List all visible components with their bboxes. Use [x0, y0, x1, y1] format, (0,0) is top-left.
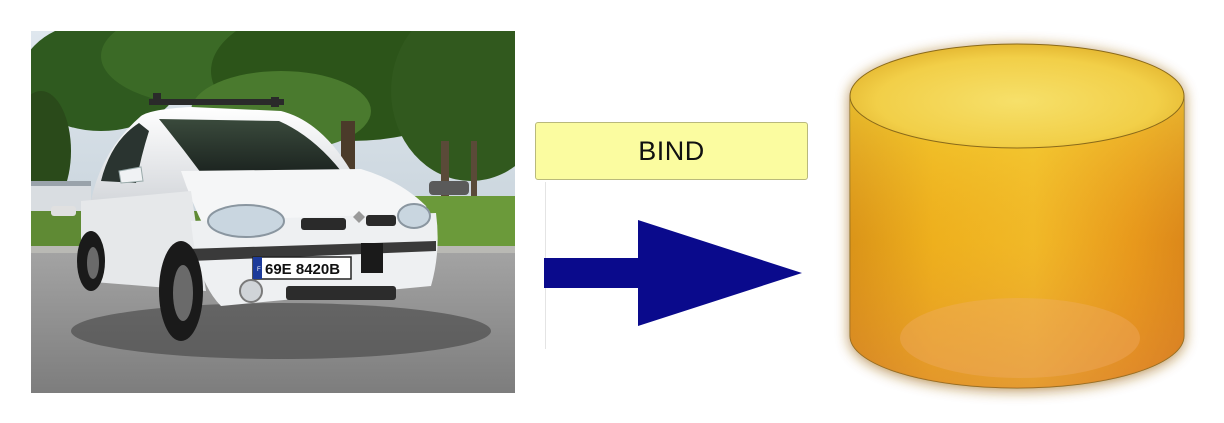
car-photo-drawing: F 69E 8420B [31, 31, 515, 393]
car-photo: F 69E 8420B [31, 31, 515, 393]
database-cylinder-icon [820, 18, 1205, 423]
bind-label-box: BIND [535, 122, 808, 180]
right-arrow-icon [544, 218, 806, 333]
car: F 69E 8420B [77, 93, 438, 341]
plate-country: F [257, 267, 261, 273]
license-plate: 69E 8420B [265, 261, 340, 278]
bind-label: BIND [638, 135, 705, 166]
